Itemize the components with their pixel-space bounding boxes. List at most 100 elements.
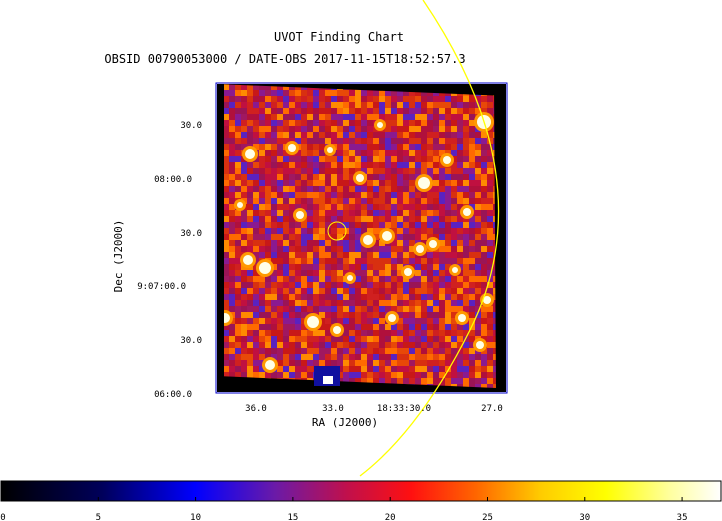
sky-pixel: [409, 222, 415, 228]
sky-pixel: [397, 228, 403, 234]
sky-pixel: [283, 138, 289, 144]
sky-pixel: [433, 126, 439, 132]
sky-pixel: [235, 234, 241, 240]
sky-pixel: [421, 342, 427, 348]
sky-pixel: [481, 288, 487, 294]
sky-pixel: [463, 198, 469, 204]
sky-pixel: [265, 324, 271, 330]
sky-pixel: [247, 222, 253, 228]
sky-pixel: [331, 210, 337, 216]
sky-pixel: [469, 294, 475, 300]
sky-pixel: [283, 324, 289, 330]
sky-pixel: [361, 282, 367, 288]
sky-pixel: [307, 276, 313, 282]
sky-pixel: [367, 348, 373, 354]
sky-pixel: [229, 180, 235, 186]
sky-pixel: [271, 174, 277, 180]
sky-pixel: [223, 198, 229, 204]
sky-pixel: [337, 276, 343, 282]
sky-pixel: [283, 270, 289, 276]
sky-pixel: [451, 366, 457, 372]
sky-pixel: [355, 138, 361, 144]
sky-pixel: [271, 102, 277, 108]
sky-pixel: [481, 192, 487, 198]
sky-pixel: [289, 156, 295, 162]
sky-pixel: [433, 156, 439, 162]
sky-pixel: [289, 90, 295, 96]
sky-pixel: [349, 90, 355, 96]
sky-pixel: [295, 90, 301, 96]
sky-pixel: [247, 360, 253, 366]
sky-pixel: [355, 234, 361, 240]
sky-pixel: [343, 336, 349, 342]
sky-pixel: [385, 168, 391, 174]
sky-pixel: [259, 336, 265, 342]
sky-pixel: [247, 366, 253, 372]
sky-pixel: [487, 252, 493, 258]
sky-pixel: [361, 162, 367, 168]
sky-pixel: [229, 210, 235, 216]
sky-pixel: [241, 186, 247, 192]
sky-pixel: [451, 372, 457, 378]
sky-pixel: [469, 348, 475, 354]
sky-pixel: [397, 174, 403, 180]
sky-pixel: [325, 342, 331, 348]
sky-pixel: [247, 354, 253, 360]
sky-pixel: [367, 168, 373, 174]
source-core: [377, 122, 383, 128]
sky-pixel: [295, 282, 301, 288]
sky-pixel: [391, 102, 397, 108]
sky-pixel: [409, 168, 415, 174]
sky-pixel: [247, 306, 253, 312]
sky-pixel: [253, 108, 259, 114]
sky-pixel: [379, 138, 385, 144]
sky-pixel: [343, 258, 349, 264]
sky-pixel: [469, 282, 475, 288]
sky-pixel: [379, 222, 385, 228]
sky-pixel: [277, 330, 283, 336]
sky-pixel: [319, 204, 325, 210]
sky-pixel: [295, 228, 301, 234]
sky-pixel: [367, 294, 373, 300]
sky-pixel: [349, 342, 355, 348]
sky-pixel: [229, 132, 235, 138]
sky-pixel: [349, 228, 355, 234]
sky-pixel: [289, 210, 295, 216]
sky-pixel: [241, 192, 247, 198]
sky-pixel: [391, 228, 397, 234]
sky-pixel: [331, 258, 337, 264]
sky-pixel: [433, 276, 439, 282]
sky-pixel: [331, 156, 337, 162]
sky-pixel: [337, 138, 343, 144]
source-core: [327, 147, 333, 153]
sky-pixel: [301, 192, 307, 198]
sky-pixel: [481, 354, 487, 360]
sky-pixel: [469, 312, 475, 318]
sky-pixel: [409, 138, 415, 144]
sky-pixel: [223, 234, 229, 240]
sky-pixel: [427, 114, 433, 120]
sky-pixel: [475, 216, 481, 222]
sky-pixel: [409, 210, 415, 216]
sky-pixel: [331, 162, 337, 168]
sky-pixel: [307, 210, 313, 216]
sky-pixel: [277, 204, 283, 210]
sky-pixel: [367, 270, 373, 276]
sky-pixel: [487, 324, 493, 330]
sky-pixel: [241, 276, 247, 282]
sky-pixel: [439, 204, 445, 210]
sky-pixel: [295, 204, 301, 210]
sky-pixel: [469, 192, 475, 198]
sky-pixel: [301, 360, 307, 366]
sky-pixel: [277, 270, 283, 276]
sky-pixel: [451, 222, 457, 228]
sky-pixel: [337, 96, 343, 102]
sky-pixel: [427, 378, 433, 384]
sky-pixel: [349, 324, 355, 330]
sky-pixel: [283, 312, 289, 318]
sky-pixel: [259, 192, 265, 198]
sky-pixel: [457, 150, 463, 156]
sky-pixel: [241, 90, 247, 96]
sky-pixel: [367, 120, 373, 126]
sky-pixel: [361, 354, 367, 360]
